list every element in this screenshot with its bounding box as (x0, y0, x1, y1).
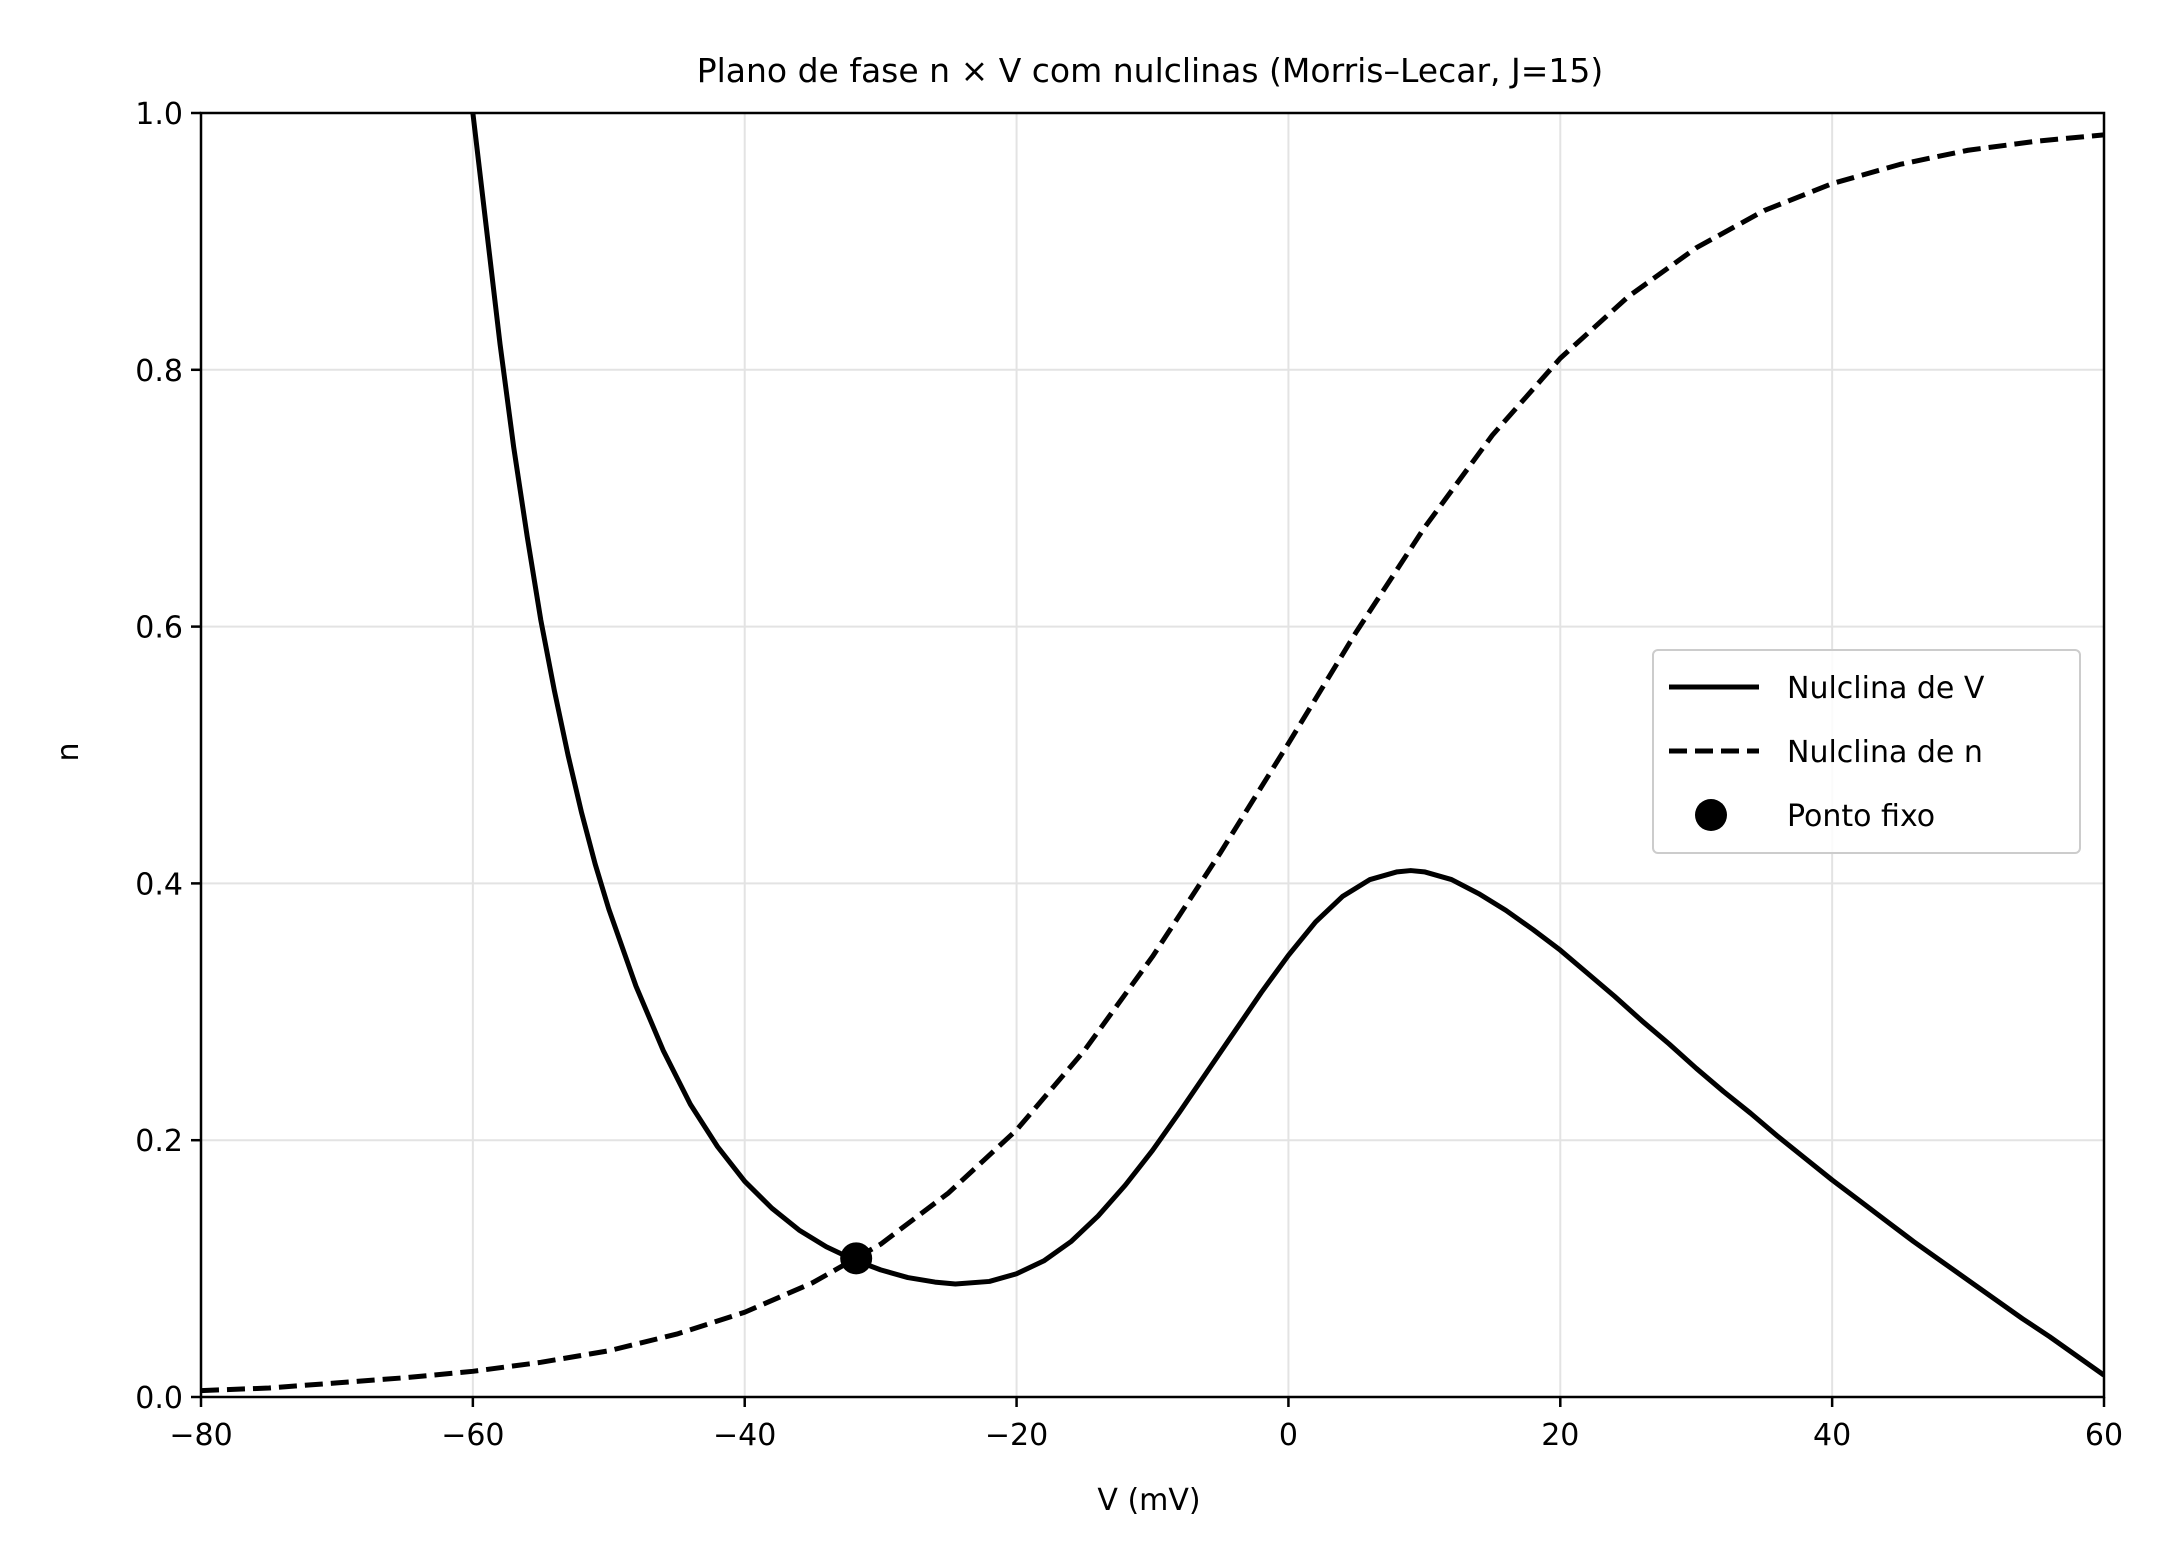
fixed-point-marker (840, 1242, 873, 1275)
x-tick-label: 0 (1279, 1418, 1298, 1453)
x-tick-label: 60 (2085, 1418, 2123, 1453)
series-line-n-nullcline (201, 132, 2104, 1394)
y-tick-label: 1.0 (135, 97, 183, 132)
x-tick-label: −20 (985, 1418, 1048, 1453)
plot-area (201, 113, 2104, 1394)
y-tick-label: 0.4 (135, 867, 183, 902)
y-tick-label: 0.2 (135, 1124, 183, 1159)
y-axis-label: n (51, 742, 86, 761)
legend: Nulclina de V Nulclina de n Ponto fixo (1652, 649, 2081, 854)
y-tick-label: 0.0 (135, 1381, 183, 1416)
x-axis-label: V (mV) (1097, 1483, 1200, 1518)
axes-frame (199, 111, 2106, 1399)
axes: −80 −60 −40 −20 0 20 40 60 0.0 0.2 0.4 0.6 0.8 1.0 (135, 97, 2123, 1453)
x-tick-label: 40 (1813, 1418, 1851, 1453)
legend-frame (1652, 649, 2081, 854)
y-tick-label: 0.8 (135, 354, 183, 389)
x-tick-label: 20 (1541, 1418, 1579, 1453)
legend-swatch-fixed-point (1695, 799, 1727, 831)
x-tick-label: −40 (713, 1418, 776, 1453)
legend-label: Nulclina de n (1787, 735, 1983, 770)
x-tick-label: −80 (169, 1418, 232, 1453)
legend-label: Nulclina de V (1787, 671, 1985, 706)
y-tick-label: 0.6 (135, 611, 183, 646)
legend-label: Ponto fixo (1787, 799, 1935, 834)
x-tick-label: −60 (441, 1418, 504, 1453)
chart-title: Plano de fase n × V com nulclinas (Morri… (697, 51, 1604, 90)
series-line-v-nullcline (470, 113, 2104, 1378)
